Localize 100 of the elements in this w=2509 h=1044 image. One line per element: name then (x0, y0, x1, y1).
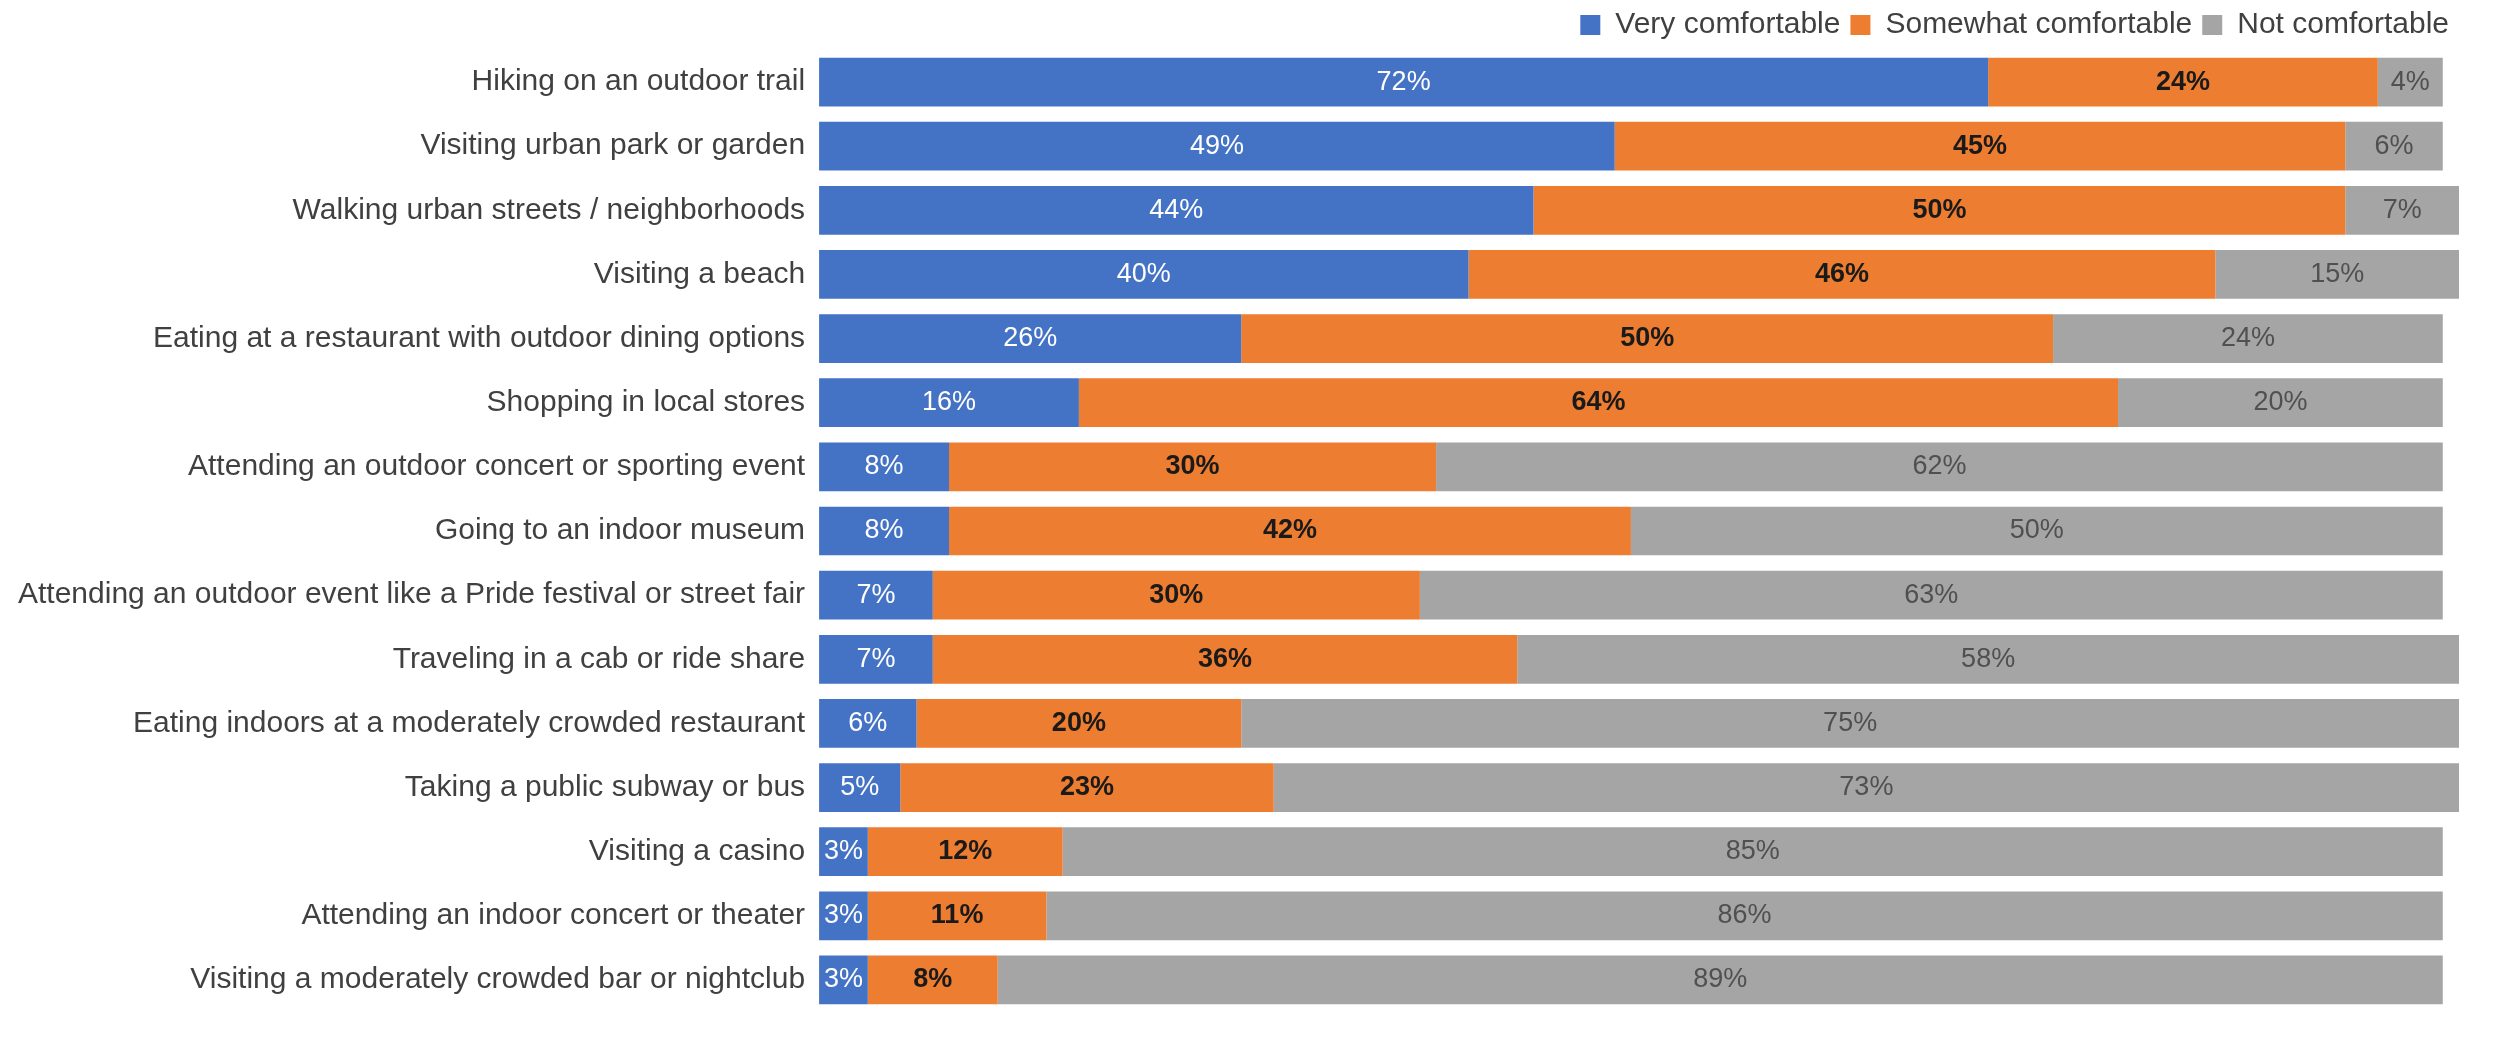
data-label: 40% (1116, 257, 1171, 288)
bar (932, 634, 1518, 684)
bar (819, 634, 933, 684)
y-tick-label: Taking a public subway or bus (404, 768, 806, 802)
bar (1241, 314, 2054, 363)
data-label: 8% (913, 963, 953, 994)
data-label: 64% (1571, 386, 1626, 417)
bar (819, 763, 901, 812)
bar (1436, 442, 2443, 492)
bar (1630, 506, 2443, 556)
y-tick-label: Visiting a beach (593, 255, 806, 289)
bar (1468, 250, 2216, 299)
bar (819, 699, 917, 748)
data-label: 6% (848, 706, 888, 737)
data-label: 42% (1262, 514, 1317, 545)
data-label: 30% (1165, 450, 1220, 481)
bar (1241, 699, 2459, 748)
y-tick-label: Visiting urban park or garden (420, 127, 806, 161)
bar (1614, 121, 2346, 171)
bar (1273, 763, 2459, 812)
data-label: 89% (1693, 963, 1748, 994)
data-label: 7% (856, 578, 896, 609)
bar (2345, 121, 2443, 171)
bar (819, 378, 1079, 428)
data-label: 24% (2155, 65, 2210, 96)
data-label: 11% (930, 899, 984, 930)
y-tick-label: Eating at a restaurant with outdoor dining options (153, 319, 806, 353)
data-label: 30% (1149, 578, 1204, 609)
bar (900, 763, 1274, 812)
data-label: 36% (1198, 642, 1253, 673)
data-label: 62% (1912, 450, 1967, 481)
data-label: 49% (1189, 129, 1244, 160)
y-tick-label: Visiting a casino (588, 832, 806, 866)
bar (819, 57, 1989, 107)
bar (2215, 250, 2459, 299)
bar (1078, 378, 2119, 428)
bar (819, 185, 1534, 235)
data-label: 3% (823, 899, 863, 930)
bar (867, 891, 1047, 941)
y-tick-label: Attending an indoor concert or theater (301, 897, 806, 931)
data-label: 8% (864, 514, 904, 545)
data-label: 12% (938, 835, 993, 866)
data-label: 73% (1839, 770, 1894, 801)
bar (1533, 185, 2346, 235)
y-tick-label: Eating indoors at a moderately crowded restaurant (133, 704, 806, 738)
bar (2053, 314, 2443, 363)
bar (2118, 378, 2443, 428)
y-tick-label: Attending an outdoor event like a Pride festival or street fair (18, 576, 806, 610)
data-label: 58% (1961, 642, 2016, 673)
bar (949, 442, 1437, 492)
bar (819, 506, 949, 556)
bar (932, 570, 1420, 620)
data-label: 23% (1059, 770, 1115, 801)
data-label: 7% (2382, 193, 2422, 224)
y-tick-label: Attending an outdoor concert or sporting event (188, 448, 806, 482)
y-tick-label: Hiking on an outdoor trail (471, 63, 806, 97)
legend-label: Very comfortable (1615, 6, 1841, 40)
data-label: 85% (1725, 835, 1780, 866)
data-label: 5% (840, 770, 880, 801)
y-tick-label: Traveling in a cab or ride share (392, 640, 806, 674)
data-label: 75% (1823, 706, 1878, 737)
bar (867, 955, 998, 1005)
data-label: 72% (1376, 65, 1431, 96)
data-label: 45% (1953, 129, 2008, 160)
bar (1988, 57, 2378, 107)
bar (819, 442, 949, 492)
bar (1062, 827, 2443, 877)
bar (1046, 891, 2443, 941)
data-label: 4% (2390, 65, 2430, 96)
bar (916, 699, 1242, 748)
data-label: 20% (1051, 706, 1106, 737)
bar (819, 570, 933, 620)
data-label: 50% (2009, 514, 2064, 545)
data-label: 26% (1003, 322, 1058, 353)
bar (819, 250, 1469, 299)
data-label: 46% (1814, 257, 1870, 288)
y-tick-label: Shopping in local stores (486, 384, 806, 417)
data-label: 20% (2253, 386, 2308, 417)
data-label: 50% (1620, 322, 1675, 353)
bar (819, 314, 1242, 363)
data-label: 16% (921, 386, 977, 417)
bar (997, 955, 2443, 1005)
bar (949, 506, 1631, 556)
bar (867, 827, 1063, 877)
data-label: 50% (1912, 193, 1967, 224)
y-tick-label: Walking urban streets / neighborhoods (292, 191, 806, 225)
data-label: 86% (1717, 899, 1772, 930)
bar (819, 121, 1615, 171)
y-tick-label: Going to an indoor museum (434, 512, 806, 546)
bar (1517, 634, 2459, 684)
data-label: 44% (1149, 193, 1204, 224)
legend-label: Somewhat comfortable (1885, 6, 2193, 40)
data-label: 7% (856, 642, 896, 673)
data-label: 63% (1904, 578, 1959, 609)
data-label: 24% (2220, 322, 2275, 353)
data-label: 3% (823, 963, 863, 994)
data-label: 3% (823, 835, 863, 866)
data-label: 15% (2310, 257, 2365, 288)
legend-label: Not comfortable (2237, 6, 2450, 40)
bar (2345, 185, 2459, 235)
